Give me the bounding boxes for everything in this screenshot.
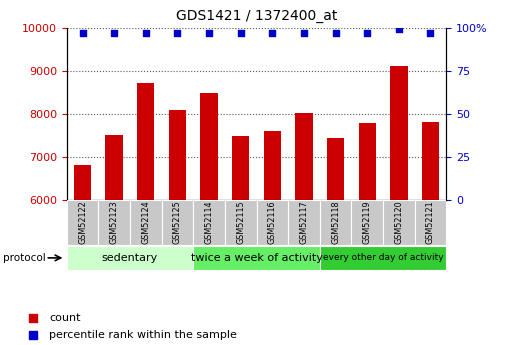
- Text: GDS1421 / 1372400_at: GDS1421 / 1372400_at: [176, 9, 337, 23]
- Point: [394, 27, 403, 32]
- Point: [426, 30, 435, 36]
- Bar: [320, 200, 351, 245]
- Bar: [422, 121, 439, 200]
- Bar: [256, 200, 288, 245]
- Text: GSM52121: GSM52121: [426, 201, 435, 244]
- Text: count: count: [49, 313, 81, 323]
- Bar: [74, 165, 91, 200]
- Text: GSM52117: GSM52117: [300, 201, 308, 244]
- Point: [331, 30, 340, 36]
- Bar: [193, 200, 225, 245]
- Text: GSM52122: GSM52122: [78, 201, 87, 244]
- Bar: [327, 138, 344, 200]
- Point: [29, 333, 37, 338]
- Point: [29, 315, 37, 321]
- Bar: [67, 200, 98, 245]
- Text: twice a week of activity: twice a week of activity: [190, 253, 323, 263]
- Bar: [320, 246, 446, 269]
- Bar: [193, 246, 320, 269]
- Text: protocol: protocol: [3, 253, 45, 263]
- Bar: [383, 200, 415, 245]
- Bar: [232, 136, 249, 200]
- Bar: [415, 200, 446, 245]
- Text: GSM52115: GSM52115: [236, 201, 245, 244]
- Bar: [390, 66, 407, 200]
- Bar: [295, 113, 312, 200]
- Point: [110, 30, 118, 36]
- Text: GSM52120: GSM52120: [394, 201, 403, 244]
- Bar: [130, 200, 162, 245]
- Bar: [288, 200, 320, 245]
- Bar: [201, 93, 218, 200]
- Text: sedentary: sedentary: [102, 253, 158, 263]
- Bar: [67, 246, 193, 269]
- Bar: [169, 110, 186, 200]
- Bar: [98, 200, 130, 245]
- Point: [173, 30, 182, 36]
- Point: [300, 30, 308, 36]
- Text: every other day of activity: every other day of activity: [323, 253, 443, 263]
- Text: GSM52125: GSM52125: [173, 201, 182, 244]
- Bar: [137, 83, 154, 200]
- Point: [363, 30, 371, 36]
- Bar: [359, 123, 376, 200]
- Point: [268, 30, 277, 36]
- Text: GSM52116: GSM52116: [268, 201, 277, 244]
- Bar: [264, 131, 281, 200]
- Bar: [351, 200, 383, 245]
- Point: [142, 30, 150, 36]
- Text: GSM52124: GSM52124: [141, 201, 150, 244]
- Bar: [225, 200, 256, 245]
- Text: GSM52114: GSM52114: [205, 201, 213, 244]
- Text: GSM52123: GSM52123: [110, 201, 119, 244]
- Bar: [106, 135, 123, 200]
- Point: [78, 30, 87, 36]
- Text: GSM52119: GSM52119: [363, 201, 372, 244]
- Point: [236, 30, 245, 36]
- Text: percentile rank within the sample: percentile rank within the sample: [49, 331, 237, 340]
- Bar: [162, 200, 193, 245]
- Point: [205, 30, 213, 36]
- Text: GSM52118: GSM52118: [331, 201, 340, 244]
